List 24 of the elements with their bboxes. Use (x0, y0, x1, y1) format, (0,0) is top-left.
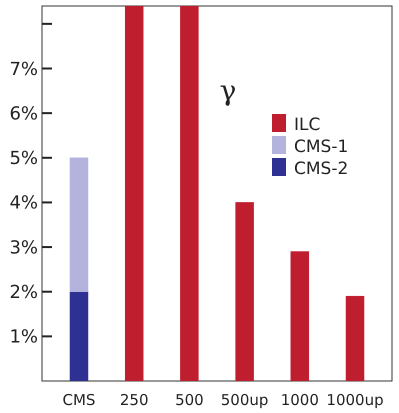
bar (180, 6, 199, 381)
y-tick-label: 5% (9, 148, 38, 170)
x-tick-label: 250 (120, 391, 149, 409)
y-tick-label: 3% (9, 237, 38, 258)
y-tick-label: 4% (9, 192, 38, 214)
x-tick-label: 500up (220, 391, 268, 409)
legend-label: CMS-1 (294, 136, 348, 157)
x-tick-label: CMS (62, 391, 96, 409)
x-tick-label: 1000 (280, 391, 319, 409)
legend-label: CMS-2 (294, 158, 348, 179)
bar (235, 202, 254, 381)
bar (124, 6, 144, 381)
bar (70, 291, 88, 381)
bar (290, 251, 310, 381)
y-tick-label: 6% (9, 103, 38, 124)
y-tick-label: 1% (9, 326, 38, 348)
y-tick-label: 7% (9, 58, 38, 80)
x-tick-label: 500 (175, 391, 204, 409)
y-tick-label: 2% (9, 282, 38, 304)
bar (70, 158, 88, 292)
bar (346, 296, 364, 381)
x-tick-label: 1000up (326, 391, 384, 409)
legend-label: ILC (294, 114, 320, 135)
annotation: γ (220, 74, 236, 107)
